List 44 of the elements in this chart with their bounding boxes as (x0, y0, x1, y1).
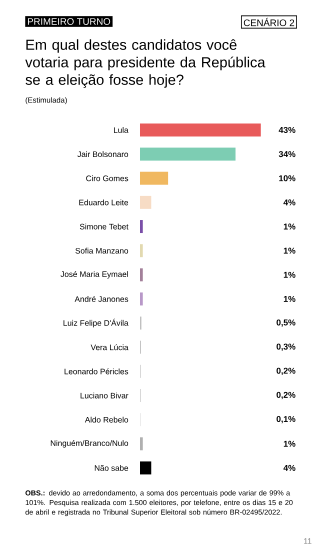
y-tick-label: Leonardo Péricles (64, 368, 128, 374)
data-label: 1% (284, 224, 296, 230)
data-label: 1% (284, 296, 296, 302)
bar (140, 148, 236, 161)
data-label: 34% (278, 151, 296, 158)
bar (140, 196, 152, 209)
data-label: 1% (284, 272, 296, 278)
y-tick-label: Eduardo Leite (79, 199, 128, 206)
data-label: 0,2% (276, 368, 296, 375)
y-tick-label: Jair Bolsonaro (77, 151, 128, 158)
y-tick-label: Simone Tebet (80, 224, 128, 230)
data-label: 0,2% (276, 392, 296, 400)
data-label: 4% (283, 199, 296, 206)
y-tick-label: Luiz Felipe D'Ávila (64, 318, 128, 328)
y-tick-label: Não sabe (94, 464, 128, 471)
data-label: 10% (279, 175, 296, 182)
text: PRIMEIRO TURNO (28, 18, 110, 25)
data-label: 1% (284, 440, 296, 447)
y-tick-label: Ciro Gomes (86, 175, 128, 182)
data-label: 4% (283, 464, 296, 471)
data-label: 1% (284, 248, 296, 254)
bar (140, 292, 143, 306)
bar (140, 268, 143, 282)
chart-title: Em qual destes candidatos você votaria para presidente da República se a eleição fosse hoje? (25, 39, 266, 88)
y-tick-label: Aldo Rebelo (84, 416, 128, 423)
data-label: 0,5% (276, 319, 296, 327)
text: CENÁRIO 2 (244, 18, 294, 26)
bar (140, 244, 143, 258)
y-tick-label: Vera Lúcia (90, 344, 128, 350)
y-tick-label: Lula (114, 127, 128, 133)
bar (140, 172, 168, 185)
bar (140, 220, 143, 234)
bar (140, 437, 143, 450)
y-tick-label: Luciano Bivar (80, 392, 128, 398)
y-tick-label: José Maria Eymael (60, 271, 128, 279)
data-label: 0,3% (276, 344, 296, 351)
y-tick-label: André Janones (74, 296, 128, 302)
text: 11 (304, 538, 312, 544)
bar (140, 123, 261, 136)
data-label: 43% (278, 126, 296, 133)
bar (140, 461, 152, 474)
y-tick-label: Ninguém/Branco/Nulo (50, 440, 128, 448)
y-tick-label: Sofia Manzano (75, 248, 128, 254)
data-label: 0,1% (276, 416, 296, 424)
